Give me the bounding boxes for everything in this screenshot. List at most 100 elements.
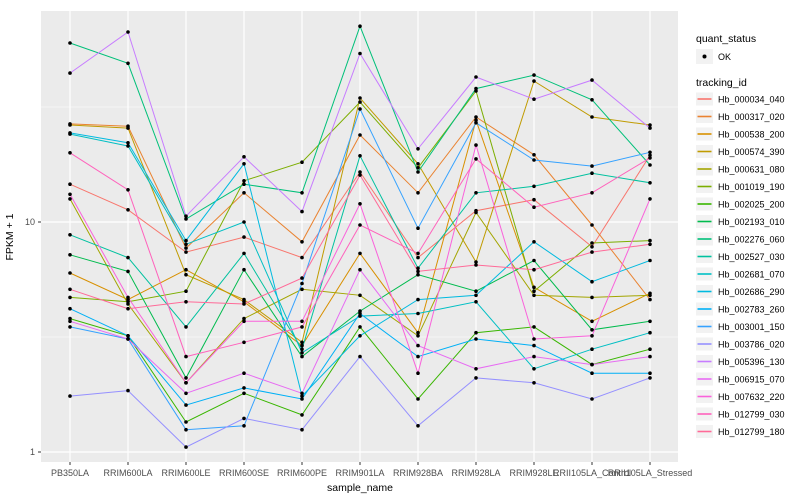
data-point [184,381,188,385]
data-point [300,343,304,348]
data-point [300,319,304,324]
data-point [242,191,246,195]
data-point [300,351,304,355]
data-point [648,238,652,243]
data-point [68,182,72,186]
data-point [648,153,652,158]
data-point [590,164,594,168]
legend-item-label: Hb_005396_130 [718,357,785,367]
data-point [68,192,72,197]
x-tick-label: RRIM928BA [393,468,443,478]
data-point [474,210,478,215]
legend-item-label: Hb_006915_070 [718,375,785,385]
data-point [532,337,536,341]
data-point [474,115,478,119]
legend-item-label: Hb_001019_190 [718,182,785,192]
data-point [416,251,420,256]
data-point [532,153,536,157]
data-point [242,235,246,239]
data-point [590,171,594,175]
data-point [68,151,72,155]
data-point [358,107,362,111]
legend-item-label: Hb_000574_390 [718,147,785,157]
legend-item: Hb_002276_060 [696,232,785,246]
data-point [416,166,420,170]
data-point [300,240,304,244]
data-point [184,420,188,424]
legend-item-label: Hb_000631_080 [718,165,785,175]
data-point [358,24,362,29]
data-point [358,334,362,338]
data-point [474,260,478,264]
plot-panel [41,11,678,462]
data-point [416,266,420,271]
data-point [532,184,536,189]
data-point [416,330,420,335]
axis-layer: 1 10 PB350LA RRIM600LA RRIM600LE RRIM600SE RRI… [25,217,692,478]
data-point [126,337,130,341]
legend-quant-status-title: quant_status [696,33,756,45]
data-point [300,427,304,432]
data-point [474,143,478,147]
data-point [590,319,594,324]
data-point [474,118,478,122]
data-point [300,191,304,195]
data-point [184,246,188,250]
data-point [648,242,652,247]
data-point [126,295,130,300]
data-point [590,250,594,254]
data-point [590,397,594,401]
x-tick-label: RRIM600LE [161,468,210,478]
data-point [590,191,594,195]
data-point [416,424,420,428]
x-tick-label: RRII105LA_Control [553,468,631,478]
legend-item: Hb_000317_020 [696,110,785,123]
data-point [242,424,246,428]
legend-item-label: Hb_002783_260 [718,305,785,315]
data-point [590,78,594,82]
data-point [532,79,536,83]
data-point [184,300,188,304]
data-point [532,267,536,272]
legend-tracking-id-title: tracking_id [696,77,747,89]
data-point [126,61,130,66]
data-point [358,173,362,177]
x-tick-label: RRIM928LA [451,468,500,478]
legend-item-label: Hb_002686_290 [718,287,785,297]
data-point [242,267,246,272]
data-point [242,155,246,159]
data-point [358,96,362,100]
legend-item: Hb_006915_070 [696,372,785,386]
data-point [416,397,420,401]
data-point [358,154,362,158]
legend-item: Hb_003001_150 [696,320,785,333]
data-point [358,223,362,227]
data-point [648,258,652,263]
data-point [532,158,536,162]
data-point [474,367,478,371]
data-point [474,289,478,294]
data-point [358,202,362,206]
data-point [532,285,536,290]
legend-item-label: Hb_002276_060 [718,235,785,245]
data-point [300,160,304,164]
data-point [300,255,304,260]
data-point [184,289,188,294]
legend-item: Hb_002783_260 [696,302,785,316]
x-tick-label: RRIM600LA [103,468,152,478]
legend-item-label: Hb_000538_200 [718,130,785,140]
data-point [416,269,420,274]
data-point [648,293,652,298]
legend-item: Hb_000034_040 [696,92,785,106]
data-point [474,86,478,91]
data-point [648,319,652,324]
legend-item: Hb_012799_030 [696,407,785,421]
data-point [648,123,652,127]
data-point [68,71,72,75]
data-point [300,413,304,417]
data-point [184,325,188,329]
data-point [300,347,304,352]
data-point [474,376,478,380]
data-point [126,300,130,304]
